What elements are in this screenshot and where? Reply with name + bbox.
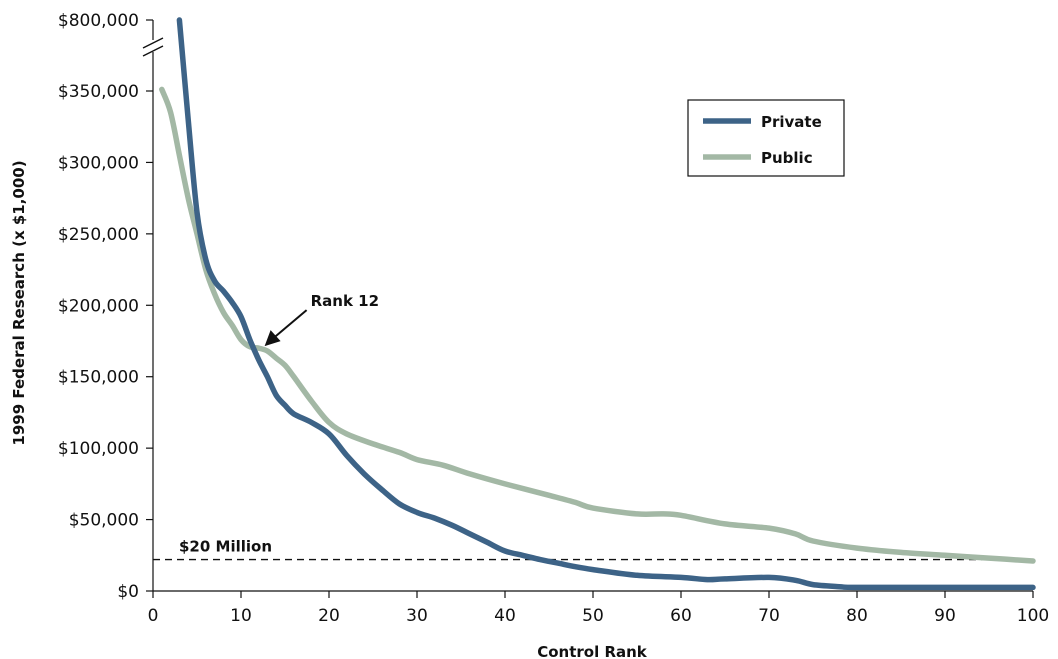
x-tick-label: 0	[148, 606, 159, 626]
reference-line-label: $20 Million	[179, 538, 272, 556]
x-tick-label: 30	[406, 606, 428, 626]
y-tick-label: $200,000	[58, 296, 139, 316]
legend-label-private: Private	[761, 113, 822, 131]
legend: Private Public	[687, 99, 845, 177]
x-tick-label: 70	[758, 606, 780, 626]
y-tick-label: $250,000	[58, 225, 139, 245]
x-tick-label: 10	[230, 606, 252, 626]
y-tick-label: $150,000	[58, 368, 139, 388]
x-axis-title: Control Rank	[537, 643, 648, 659]
x-tick-label: 80	[846, 606, 868, 626]
x-tick-label: 40	[494, 606, 516, 626]
x-tick-label: 20	[318, 606, 340, 626]
axis-break-mark	[142, 45, 164, 57]
series-line-private	[176, 17, 1036, 591]
annotation-label: Rank 12	[311, 292, 379, 310]
y-tick-label: $100,000	[58, 439, 139, 459]
axis-break-mark	[142, 37, 164, 49]
x-tick-label: 60	[670, 606, 692, 626]
legend-box	[687, 99, 845, 177]
x-tick-label: 90	[934, 606, 956, 626]
x-tick-label: 100	[1017, 606, 1049, 626]
annotation-arrow-head	[264, 330, 281, 347]
y-axis-title: 1999 Federal Research (x $1,000)	[10, 160, 28, 445]
legend-label-public: Public	[761, 149, 813, 167]
y-tick-label: $50,000	[69, 511, 139, 531]
annotation-group: Rank 12	[264, 292, 379, 347]
y-tick-label: $300,000	[58, 153, 139, 173]
ticks: $0 $50,000 $100,000 $150,000 $200,000 $250,00…	[58, 11, 1049, 626]
x-tick-label: 50	[582, 606, 604, 626]
y-tick-label: $0	[117, 582, 139, 602]
y-tick-label: $350,000	[58, 82, 139, 102]
series-line-public	[159, 86, 1036, 564]
y-tick-label-top: $800,000	[58, 11, 139, 31]
annotation-arrow-shaft	[273, 309, 308, 338]
reference-line-group: $20 Million	[153, 538, 1033, 561]
series-group	[159, 17, 1036, 591]
